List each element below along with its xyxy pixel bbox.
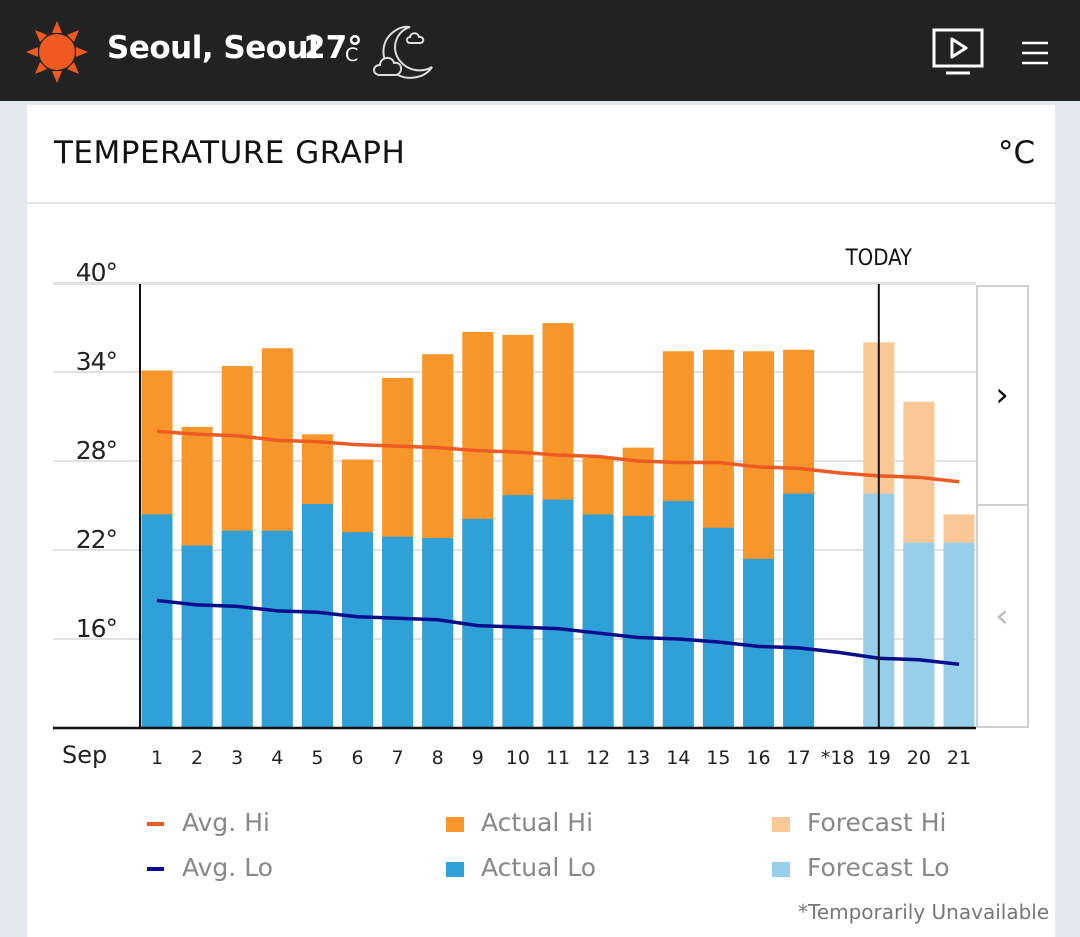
- current-temperature: 27°: [304, 30, 363, 66]
- x-tick-label: 9: [472, 747, 484, 769]
- actual-lo-bar: [141, 514, 173, 728]
- unit-toggle[interactable]: °C: [998, 135, 1036, 171]
- x-tick-label: 1: [151, 747, 163, 769]
- city-name: Seoul, Seoul: [107, 30, 319, 66]
- x-tick-label: *18: [821, 747, 855, 769]
- actual-lo-bar: [422, 538, 454, 728]
- x-tick-label: 10: [506, 747, 530, 769]
- x-tick-label: 19: [867, 747, 891, 769]
- x-tick-label: 20: [907, 747, 931, 769]
- actual-lo-bar: [261, 530, 293, 728]
- legend-actual-lo-label: Actual Lo: [481, 853, 597, 882]
- legend-actual-lo-swatch: [446, 862, 464, 877]
- legend-forecast-lo-label: Forecast Lo: [807, 853, 950, 882]
- y-tick-label: 16°: [76, 614, 117, 643]
- card-title: TEMPERATURE GRAPH: [54, 135, 406, 171]
- actual-lo-bar: [662, 501, 694, 728]
- legend-forecast-lo-swatch: [772, 862, 790, 877]
- x-tick-label: 21: [947, 747, 971, 769]
- month-label: Sep: [62, 741, 107, 769]
- footnote: *Temporarily Unavailable: [798, 900, 1050, 924]
- x-tick-label: 15: [706, 747, 730, 769]
- actual-lo-bar: [342, 532, 373, 728]
- x-tick-label: 7: [392, 747, 404, 769]
- actual-lo-bar: [502, 495, 534, 728]
- chart-nav-panel: [976, 285, 1029, 728]
- actual-lo-bar: [542, 499, 574, 728]
- legend-forecast-hi-swatch: [772, 817, 790, 832]
- forecast-lo-bar: [903, 542, 935, 728]
- y-tick-label: 40°: [76, 258, 117, 287]
- temperature-unit: C: [345, 44, 359, 66]
- prev-chevron-icon[interactable]: ‹: [995, 596, 1009, 636]
- avg-lo-line: [156, 598, 960, 666]
- top-bar: Seoul, Seoul 27° C: [0, 0, 1080, 101]
- x-tick-label: 17: [787, 747, 811, 769]
- actual-lo-bar: [301, 504, 333, 728]
- actual-lo-bar: [743, 558, 774, 728]
- actual-lo-bar: [221, 530, 253, 728]
- legend-avg-hi-label: Avg. Hi: [182, 808, 270, 837]
- x-tick-label: 6: [351, 747, 363, 769]
- card-divider: [27, 202, 1055, 204]
- moon-cloud-icon: [373, 25, 433, 79]
- legend-forecast-hi-label: Forecast Hi: [807, 808, 947, 837]
- x-tick-label: 12: [586, 747, 610, 769]
- actual-lo-bar: [702, 527, 734, 728]
- x-tick-label: 5: [311, 747, 323, 769]
- actual-lo-bar: [382, 536, 414, 728]
- x-tick-label: 8: [432, 747, 444, 769]
- legend-avg-hi-swatch: [147, 822, 164, 826]
- legend-avg-lo-swatch: [147, 867, 164, 871]
- forecast-lo-bar: [943, 542, 975, 728]
- legend-actual-hi-label: Actual Hi: [481, 808, 594, 837]
- actual-lo-bar: [783, 493, 815, 728]
- x-tick-label: 13: [626, 747, 650, 769]
- x-tick-label: 3: [231, 747, 243, 769]
- x-tick-label: 14: [666, 747, 690, 769]
- y-tick-label: 34°: [76, 347, 117, 376]
- x-tick-label: 2: [191, 747, 203, 769]
- video-play-icon[interactable]: [932, 28, 984, 76]
- today-label: TODAY: [845, 246, 913, 271]
- x-tick-label: 16: [746, 747, 770, 769]
- x-tick-label: 11: [546, 747, 570, 769]
- y-tick-label: 28°: [76, 436, 117, 465]
- actual-lo-bar: [181, 545, 213, 728]
- y-tick-label: 22°: [76, 525, 117, 554]
- legend-avg-lo-label: Avg. Lo: [182, 853, 273, 882]
- sun-icon: [26, 21, 88, 83]
- x-tick-label: 4: [271, 747, 283, 769]
- menu-icon[interactable]: [1020, 40, 1050, 66]
- next-chevron-icon[interactable]: ›: [995, 375, 1009, 415]
- actual-lo-bar: [582, 514, 614, 728]
- legend-actual-hi-swatch: [446, 817, 464, 832]
- avg-hi-line: [156, 429, 960, 484]
- actual-lo-bar: [622, 515, 654, 728]
